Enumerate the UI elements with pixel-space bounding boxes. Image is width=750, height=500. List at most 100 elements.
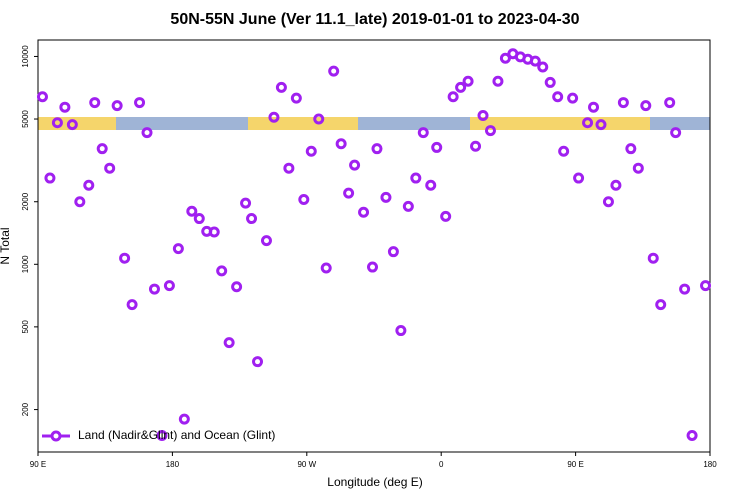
point: [89, 97, 101, 109]
point: [335, 138, 347, 150]
point: [163, 280, 175, 292]
point: [664, 97, 676, 109]
point: [193, 213, 205, 225]
point: [216, 265, 228, 277]
y-tick-label: 5000: [21, 110, 30, 128]
point: [417, 127, 429, 139]
x-tick-label: 180: [703, 460, 717, 469]
point: [305, 145, 317, 157]
point: [470, 140, 482, 152]
point: [223, 337, 235, 349]
point: [440, 210, 452, 222]
point: [148, 283, 160, 295]
point: [104, 162, 116, 174]
y-tick-label: 1000: [21, 255, 30, 273]
point: [74, 196, 86, 208]
x-tick-label: 90 E: [567, 460, 583, 469]
point: [44, 172, 56, 184]
point: [552, 91, 564, 103]
legend-label: Land (Nadir&Glint) and Ocean (Glint): [78, 428, 275, 442]
point: [679, 283, 691, 295]
point: [455, 81, 467, 93]
point: [492, 75, 504, 87]
point: [670, 127, 682, 139]
point: [343, 187, 355, 199]
point: [298, 194, 310, 206]
point: [371, 143, 383, 155]
point: [462, 75, 474, 87]
point: [647, 252, 659, 264]
point: [51, 117, 63, 129]
point: [208, 226, 220, 238]
point: [537, 61, 549, 73]
point: [632, 162, 644, 174]
point: [290, 92, 302, 104]
land-ocean-strip: [38, 117, 710, 130]
legend-marker: [50, 430, 62, 442]
chart-title: 50N-55N June (Ver 11.1_late) 2019-01-01 …: [170, 11, 579, 28]
point: [447, 91, 459, 103]
point: [588, 101, 600, 113]
y-axis-label: N Total: [0, 227, 12, 264]
point: [558, 145, 570, 157]
point: [402, 200, 414, 212]
point: [410, 172, 422, 184]
point: [275, 81, 287, 93]
point: [156, 430, 168, 442]
point: [573, 172, 585, 184]
point: [395, 325, 407, 337]
y-tick-label: 500: [21, 320, 30, 334]
point: [313, 113, 325, 125]
point: [349, 159, 361, 171]
point: [186, 205, 198, 217]
point: [83, 179, 95, 191]
point: [617, 97, 629, 109]
point: [499, 52, 511, 64]
point: [567, 92, 579, 104]
point: [66, 119, 78, 131]
point: [246, 213, 258, 225]
x-axis-label: Longitude (deg E): [327, 475, 422, 489]
point: [686, 430, 698, 442]
point: [595, 119, 607, 131]
point: [582, 117, 594, 129]
point: [320, 262, 332, 274]
x-tick-label: 90 E: [30, 460, 46, 469]
point: [252, 356, 264, 368]
point: [240, 197, 252, 209]
point: [610, 179, 622, 191]
point: [96, 143, 108, 155]
point: [141, 127, 153, 139]
point: [36, 91, 48, 103]
point: [231, 281, 243, 293]
point: [172, 243, 184, 255]
point: [126, 299, 138, 311]
point: [358, 206, 370, 218]
y-tick-label: 10000: [21, 45, 30, 68]
point: [529, 55, 541, 67]
x-tick-label: 0: [439, 460, 444, 469]
y-tick-label: 200: [21, 402, 30, 416]
point: [602, 196, 614, 208]
point: [367, 261, 379, 273]
point: [328, 65, 340, 77]
point: [477, 109, 489, 121]
point: [134, 97, 146, 109]
point: [425, 179, 437, 191]
point: [59, 101, 71, 113]
point: [700, 280, 712, 292]
point: [387, 246, 399, 258]
x-tick-label: 180: [166, 460, 180, 469]
point: [625, 143, 637, 155]
point: [260, 235, 272, 247]
point: [380, 191, 392, 203]
point: [655, 299, 667, 311]
point: [544, 76, 556, 88]
point: [484, 125, 496, 137]
plot-frame: [37, 39, 711, 453]
point: [431, 141, 443, 153]
point: [119, 252, 131, 264]
x-tick-label: 90 W: [297, 460, 316, 469]
point: [111, 100, 123, 112]
